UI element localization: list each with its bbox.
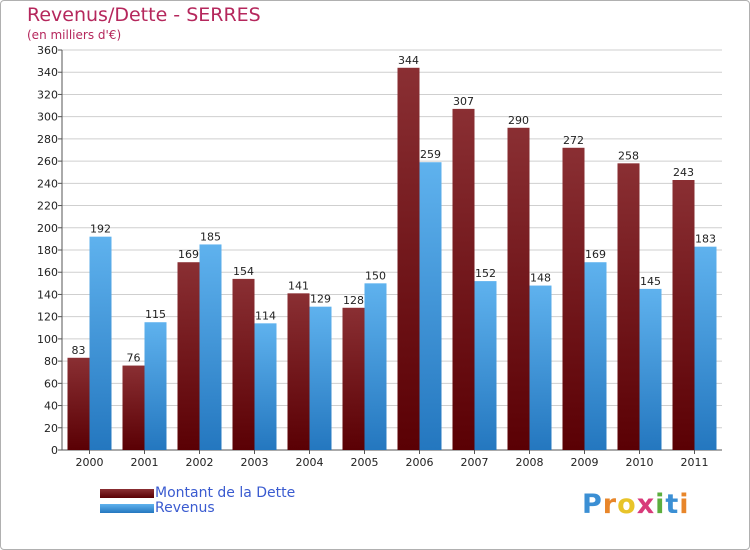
y-tick-label: 140 (37, 288, 58, 301)
legend-swatch-revenus (100, 504, 154, 513)
logo-letter: t (665, 489, 680, 520)
bar-dette (177, 262, 200, 450)
logo-letter: r (602, 489, 618, 520)
bar-revenus (144, 322, 167, 450)
logo-letter: i (679, 489, 690, 520)
data-label-dette: 76 (127, 352, 141, 365)
bar-revenus (694, 246, 717, 450)
axes: 0 20 40 60 80 100 120 140 160 180 200 220 240 260 280 3… (37, 44, 722, 469)
x-tick-label: 2009 (571, 456, 599, 469)
data-label-revenus: 192 (90, 223, 111, 236)
y-tick-label: 200 (37, 222, 58, 235)
x-tick-label: 2003 (241, 456, 269, 469)
proxiti-logo: Proxiti (582, 489, 690, 520)
y-tick-label: 360 (37, 44, 58, 57)
y-tick-label: 120 (37, 311, 58, 324)
bar-revenus (309, 306, 332, 450)
data-label-dette: 83 (72, 344, 86, 357)
x-tick-label: 2011 (681, 456, 709, 469)
bar-dette (232, 278, 255, 450)
legend-label-dette: Montant de la Dette (155, 485, 296, 501)
data-label-dette: 243 (673, 166, 694, 179)
y-tick-label: 100 (37, 333, 58, 346)
legend-label-revenus: Revenus (155, 500, 215, 516)
bars (67, 67, 717, 451)
x-tick-label: 2005 (351, 456, 379, 469)
bar-dette (67, 357, 90, 450)
data-label-dette: 169 (178, 248, 199, 261)
x-tick-label: 2000 (76, 456, 104, 469)
data-label-revenus: 129 (310, 293, 331, 306)
y-tick-label: 40 (44, 400, 58, 413)
data-label-revenus: 185 (200, 230, 221, 243)
y-tick-label: 80 (44, 355, 58, 368)
data-label-revenus: 150 (365, 269, 386, 282)
y-tick-label: 260 (37, 155, 58, 168)
logo-letter: o (617, 489, 637, 520)
chart-title: Revenus/Dette - SERRES (27, 4, 261, 26)
data-label-dette: 344 (398, 54, 419, 67)
data-label-dette: 272 (563, 134, 584, 147)
data-label-revenus: 145 (640, 275, 661, 288)
x-tick-label: 2008 (516, 456, 544, 469)
data-label-dette: 128 (343, 294, 364, 307)
bar-dette (397, 67, 420, 451)
bar-revenus (199, 244, 222, 450)
bar-revenus (474, 281, 497, 450)
x-tick-label: 2002 (186, 456, 214, 469)
bar-revenus (419, 162, 442, 450)
y-tick-label: 240 (37, 177, 58, 190)
labels: 83 76 169 154 141 128 344 307 290 272 258 243 192 115… (72, 54, 717, 365)
x-tick-label: 2007 (461, 456, 489, 469)
bar-dette (617, 163, 640, 451)
data-label-dette: 290 (508, 114, 529, 127)
data-label-revenus: 169 (585, 248, 606, 261)
bar-revenus (639, 288, 662, 450)
bar-dette (287, 293, 310, 450)
y-tick-label: 320 (37, 88, 58, 101)
data-label-dette: 154 (233, 265, 254, 278)
logo-letter: P (582, 489, 603, 520)
y-tick-label: 60 (44, 377, 58, 390)
bar-dette (562, 147, 585, 450)
data-label-dette: 307 (453, 95, 474, 108)
y-tick-label: 0 (51, 444, 58, 457)
data-label-revenus: 114 (255, 309, 276, 322)
y-tick-label: 280 (37, 133, 58, 146)
y-tick-label: 220 (37, 200, 58, 213)
x-tick-label: 2001 (131, 456, 159, 469)
legend-swatch-dette (100, 489, 154, 498)
y-tick-label: 300 (37, 111, 58, 124)
data-label-revenus: 115 (145, 308, 166, 321)
bar-dette (672, 180, 695, 450)
data-label-dette: 258 (618, 149, 639, 162)
bar-revenus (254, 323, 277, 450)
data-label-revenus: 152 (475, 267, 496, 280)
bar-dette (122, 365, 145, 450)
bar-revenus (584, 262, 607, 450)
bar-revenus (364, 283, 387, 450)
chart-subtitle: (en milliers d'€) (27, 28, 122, 42)
logo-letter: i (655, 489, 666, 520)
data-label-revenus: 148 (530, 272, 551, 285)
bar-revenus (529, 285, 552, 450)
data-label-revenus: 183 (695, 233, 716, 246)
data-label-dette: 141 (288, 279, 309, 292)
y-tick-label: 180 (37, 244, 58, 257)
bar-dette (507, 127, 530, 451)
bar-dette (342, 307, 365, 450)
bar-revenus (89, 236, 112, 450)
y-tick-label: 340 (37, 66, 58, 79)
x-tick-label: 2004 (296, 456, 324, 469)
x-tick-label: 2010 (626, 456, 654, 469)
data-label-revenus: 259 (420, 148, 441, 161)
bar-dette (452, 108, 475, 450)
y-tick-label: 20 (44, 422, 58, 435)
grid (62, 49, 722, 451)
y-tick-label: 160 (37, 266, 58, 279)
logo-letter: x (636, 489, 656, 520)
x-tick-label: 2006 (406, 456, 434, 469)
